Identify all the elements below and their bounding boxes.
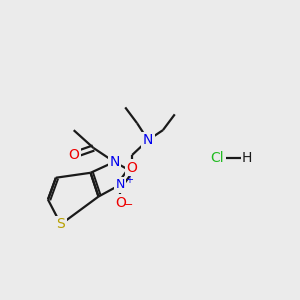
Text: O: O (68, 148, 79, 162)
Text: N: N (143, 133, 153, 147)
Text: O: O (127, 161, 138, 175)
Text: O: O (115, 196, 126, 209)
Text: −: − (124, 200, 133, 211)
Text: S: S (56, 217, 65, 231)
Text: H: H (242, 151, 252, 165)
Text: Cl: Cl (211, 151, 224, 165)
Text: N: N (116, 178, 125, 191)
Text: N: N (109, 155, 119, 169)
Text: +: + (125, 175, 133, 185)
